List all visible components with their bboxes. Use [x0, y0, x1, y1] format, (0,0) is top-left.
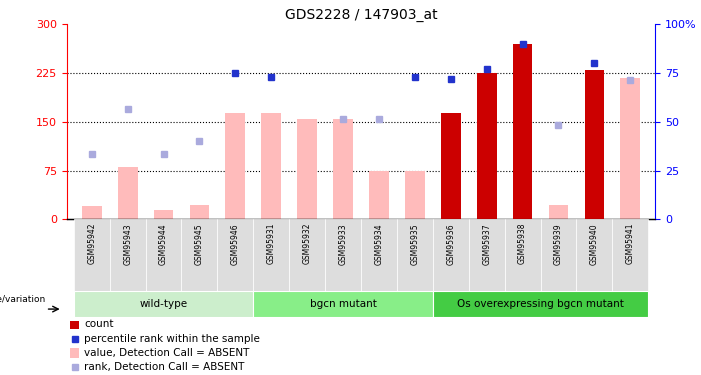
Bar — [70, 320, 79, 329]
Bar — [189, 205, 210, 219]
Text: GSM95936: GSM95936 — [447, 223, 455, 265]
Bar — [253, 219, 290, 291]
Bar — [297, 118, 317, 219]
Text: GSM95938: GSM95938 — [518, 223, 527, 264]
Bar — [477, 73, 496, 219]
Text: bgcn mutant: bgcn mutant — [310, 299, 376, 309]
Text: GSM95942: GSM95942 — [87, 223, 96, 264]
Bar — [576, 219, 613, 291]
Bar — [540, 219, 576, 291]
Text: GSM95945: GSM95945 — [195, 223, 204, 265]
Bar — [369, 171, 389, 219]
Text: percentile rank within the sample: percentile rank within the sample — [84, 334, 260, 344]
Bar — [226, 113, 245, 219]
Bar — [217, 219, 253, 291]
Text: GSM95931: GSM95931 — [267, 223, 275, 264]
Bar — [118, 167, 137, 219]
Bar — [549, 205, 569, 219]
Bar — [70, 348, 79, 358]
Text: GSM95932: GSM95932 — [303, 223, 312, 264]
Bar — [613, 219, 648, 291]
Bar — [397, 219, 433, 291]
Bar — [290, 219, 325, 291]
Bar — [361, 219, 397, 291]
Text: GSM95941: GSM95941 — [626, 223, 635, 264]
Text: GSM95933: GSM95933 — [339, 223, 348, 265]
Text: rank, Detection Call = ABSENT: rank, Detection Call = ABSENT — [84, 362, 245, 372]
Bar — [146, 219, 182, 291]
Bar — [82, 206, 102, 219]
Text: count: count — [84, 320, 114, 329]
Bar — [325, 219, 361, 291]
Bar — [469, 219, 505, 291]
Bar — [109, 219, 146, 291]
Bar — [620, 78, 640, 219]
Bar — [585, 70, 604, 219]
Bar — [182, 219, 217, 291]
Text: GSM95944: GSM95944 — [159, 223, 168, 265]
Bar — [441, 113, 461, 219]
Text: GSM95937: GSM95937 — [482, 223, 491, 265]
Bar — [441, 113, 461, 219]
Text: GSM95940: GSM95940 — [590, 223, 599, 265]
Text: GSM95934: GSM95934 — [374, 223, 383, 265]
Text: Os overexpressing bgcn mutant: Os overexpressing bgcn mutant — [457, 299, 624, 309]
Bar — [261, 113, 281, 219]
Bar — [253, 291, 433, 317]
Text: GSM95935: GSM95935 — [410, 223, 419, 265]
Bar — [333, 118, 353, 219]
Title: GDS2228 / 147903_at: GDS2228 / 147903_at — [285, 8, 437, 22]
Text: GSM95943: GSM95943 — [123, 223, 132, 265]
Bar — [74, 291, 253, 317]
Text: value, Detection Call = ABSENT: value, Detection Call = ABSENT — [84, 348, 250, 358]
Text: GSM95939: GSM95939 — [554, 223, 563, 265]
Bar — [74, 219, 109, 291]
Bar — [505, 219, 540, 291]
Bar — [405, 171, 425, 219]
Bar — [154, 210, 173, 219]
Bar — [512, 44, 533, 219]
Bar — [433, 219, 469, 291]
Text: genotype/variation: genotype/variation — [0, 295, 46, 304]
Text: GSM95946: GSM95946 — [231, 223, 240, 265]
Text: wild-type: wild-type — [139, 299, 188, 309]
Bar — [433, 291, 648, 317]
